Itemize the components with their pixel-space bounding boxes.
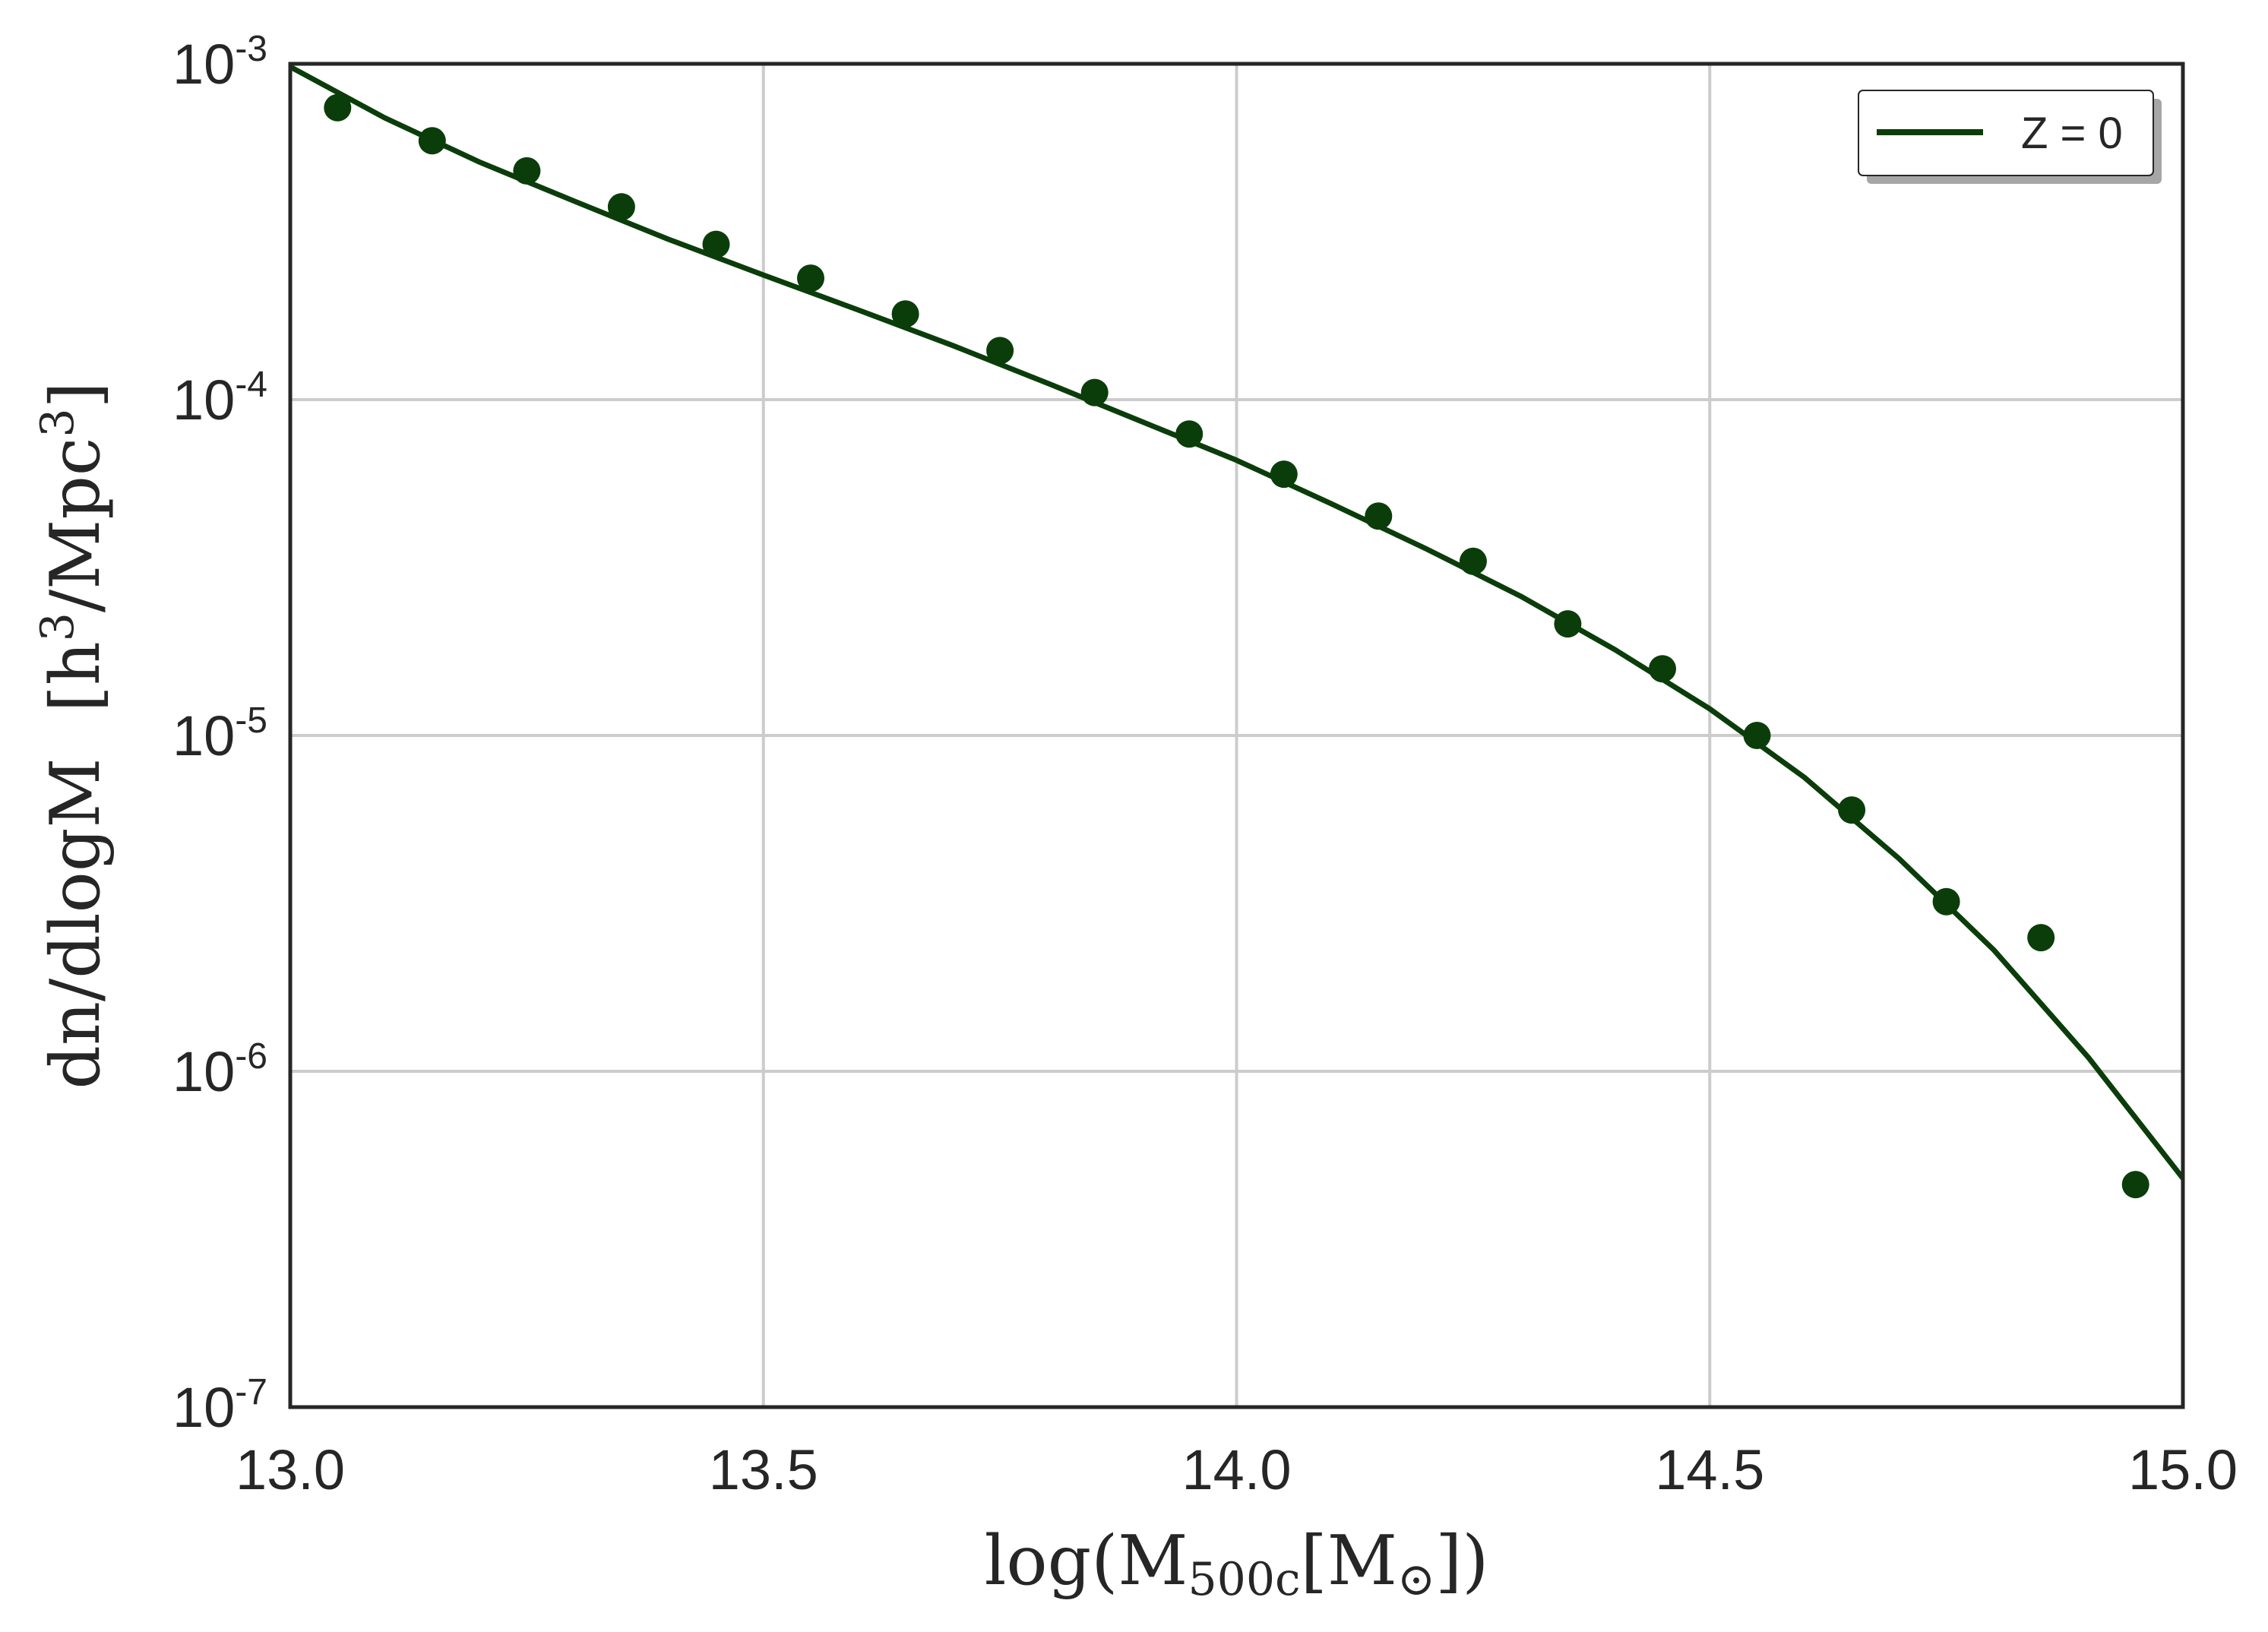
scatter-point bbox=[1270, 460, 1298, 489]
x-tick-label: 15.0 bbox=[2128, 1438, 2238, 1501]
y-tick-label: 10-3 bbox=[172, 29, 267, 96]
scatter-point bbox=[891, 300, 919, 328]
scatter-point bbox=[418, 127, 446, 155]
y-tick-labels: 10-3 10-4 10-5 10-6 10-7 bbox=[172, 29, 267, 1439]
scatter-point bbox=[797, 264, 824, 293]
scatter-point bbox=[702, 230, 730, 258]
x-tick-label: 13.5 bbox=[709, 1438, 818, 1501]
x-axis-label: log(M500c[M⊙]) bbox=[985, 1521, 1489, 1606]
y-tick-label: 10-5 bbox=[172, 701, 267, 767]
scatter-point bbox=[1175, 420, 1204, 448]
y-tick-label: 10-7 bbox=[172, 1372, 267, 1439]
scatter-point bbox=[1649, 655, 1676, 683]
scatter-point bbox=[1838, 796, 1866, 824]
legend: Z = 0 bbox=[1858, 90, 2162, 184]
y-tick-label: 10-6 bbox=[172, 1036, 267, 1103]
x-tick-label: 14.0 bbox=[1181, 1438, 1291, 1501]
x-tick-labels: 13.0 13.5 14.0 14.5 15.0 bbox=[236, 1438, 2238, 1501]
scatter-point bbox=[324, 93, 352, 122]
scatter-points-group bbox=[324, 93, 2149, 1199]
x-tick-label: 14.5 bbox=[1655, 1438, 1764, 1501]
scatter-point bbox=[986, 337, 1014, 365]
plot-frame bbox=[288, 62, 2185, 1409]
scatter-point bbox=[1365, 502, 1393, 530]
x-tick-label: 13.0 bbox=[236, 1438, 345, 1501]
series-line-group bbox=[289, 64, 2185, 1181]
scatter-point bbox=[513, 157, 541, 185]
y-axis-label: dn/dlogM[h3/Mpc3] bbox=[31, 381, 115, 1089]
grid-lines bbox=[290, 64, 2183, 1407]
scatter-point bbox=[1554, 610, 1582, 638]
scatter-point bbox=[1932, 887, 1960, 916]
scatter-point bbox=[2121, 1171, 2149, 1199]
scatter-point bbox=[2027, 924, 2055, 952]
legend-label: Z = 0 bbox=[2021, 109, 2123, 158]
scatter-point bbox=[607, 193, 635, 221]
scatter-point bbox=[1743, 722, 1771, 749]
scatter-point bbox=[1080, 378, 1109, 406]
series-line-z0 bbox=[289, 64, 2185, 1181]
y-tick-label: 10-4 bbox=[172, 365, 267, 432]
scatter-point bbox=[1459, 547, 1487, 575]
legend-box bbox=[1858, 90, 2154, 176]
